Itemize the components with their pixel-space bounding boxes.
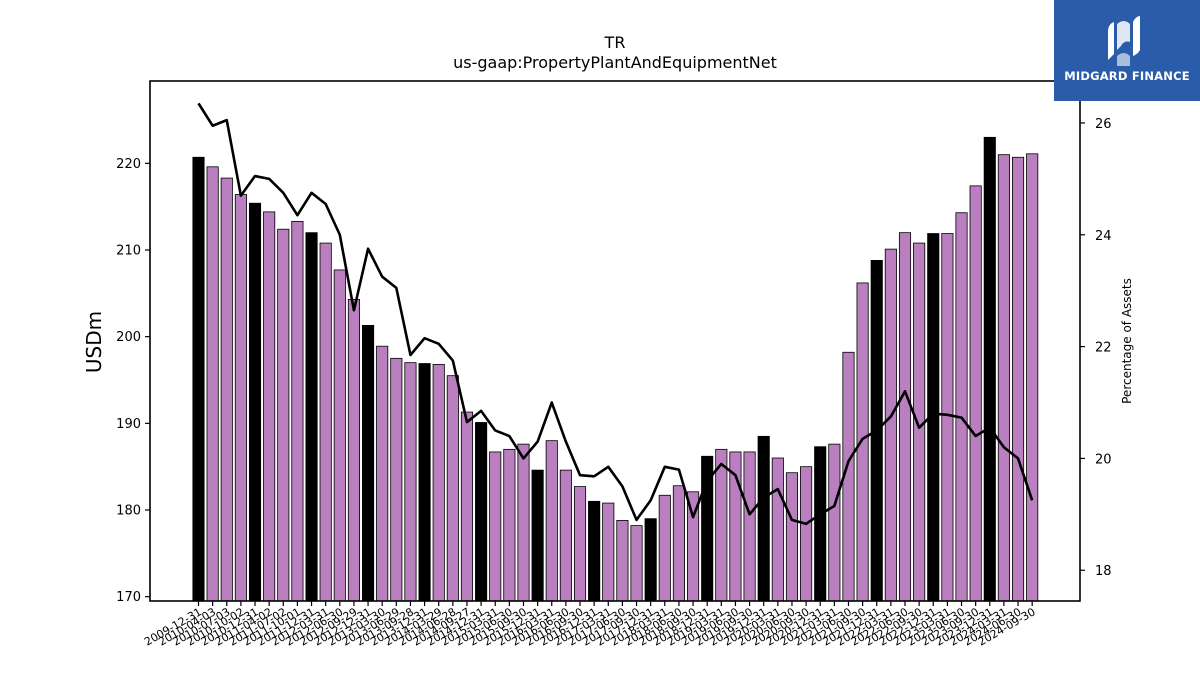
bar <box>785 472 799 602</box>
y-tick-label: 170 <box>116 590 141 605</box>
y-tick-label: 210 <box>116 244 141 259</box>
bar <box>828 443 841 602</box>
bar <box>898 232 912 602</box>
bar <box>969 185 982 602</box>
bar <box>192 156 205 602</box>
bar <box>418 363 431 602</box>
bar <box>616 520 629 602</box>
bar <box>983 136 996 602</box>
bar <box>263 211 276 602</box>
bar <box>771 457 784 602</box>
bar <box>517 443 530 602</box>
bar <box>588 500 601 602</box>
axes: 17018019020021022018202224262009-12-3120… <box>116 80 1112 649</box>
plot-frame <box>149 80 1081 602</box>
bar-group <box>192 136 1039 602</box>
bar <box>432 363 445 602</box>
percentage-line <box>197 102 1034 526</box>
bar <box>319 242 332 602</box>
y2-axis-label: Percentage of Assets <box>1120 278 1134 404</box>
bar <box>955 212 968 602</box>
bar <box>545 440 558 602</box>
bar <box>347 298 360 602</box>
bar <box>658 494 671 602</box>
bar <box>1011 156 1025 602</box>
bar <box>573 486 587 602</box>
bar <box>404 362 417 602</box>
bar <box>531 469 544 602</box>
bar <box>941 233 954 602</box>
bar <box>489 451 502 602</box>
bar <box>1026 153 1039 602</box>
midgard-logo-icon <box>1108 16 1140 66</box>
y2-tick-label: 26 <box>1095 117 1112 132</box>
y-tick-label: 180 <box>116 504 141 519</box>
bar <box>672 485 685 602</box>
chart-title: TR <box>604 33 626 52</box>
chart-subtitle: us-gaap:PropertyPlantAndEquipmentNet <box>453 53 777 72</box>
bar <box>814 446 827 602</box>
bar <box>475 422 488 602</box>
bar <box>446 375 459 602</box>
bar <box>800 466 813 602</box>
bar <box>715 448 728 602</box>
bar <box>602 502 615 602</box>
y2-tick-label: 18 <box>1095 564 1112 579</box>
bar <box>362 324 375 602</box>
logo: MIDGARD FINANCE <box>1054 0 1200 101</box>
bar <box>997 154 1010 602</box>
y2-tick-label: 24 <box>1095 229 1112 244</box>
bar <box>390 357 403 602</box>
bar <box>206 166 219 602</box>
bar <box>559 469 572 602</box>
bar <box>220 177 233 602</box>
y-tick-label: 220 <box>116 157 141 172</box>
bar <box>856 282 869 602</box>
bar <box>460 411 474 602</box>
bar <box>644 518 657 602</box>
bar <box>743 451 756 602</box>
line-group <box>197 102 1034 526</box>
logo-text: MIDGARD FINANCE <box>1064 69 1190 83</box>
y-tick-label: 190 <box>116 417 141 432</box>
y-axis-label: USDm <box>82 311 106 373</box>
y2-tick-label: 22 <box>1095 341 1112 356</box>
bar <box>630 525 643 602</box>
bar <box>884 248 897 602</box>
bar <box>333 269 346 602</box>
y-tick-label: 200 <box>116 330 141 345</box>
bar <box>248 202 262 602</box>
bar <box>291 220 304 602</box>
bar <box>376 345 389 602</box>
y2-tick-label: 20 <box>1095 452 1112 467</box>
bar <box>277 228 290 602</box>
bar <box>234 194 247 602</box>
bar <box>757 435 770 602</box>
bar <box>503 448 516 602</box>
bar <box>305 232 318 602</box>
